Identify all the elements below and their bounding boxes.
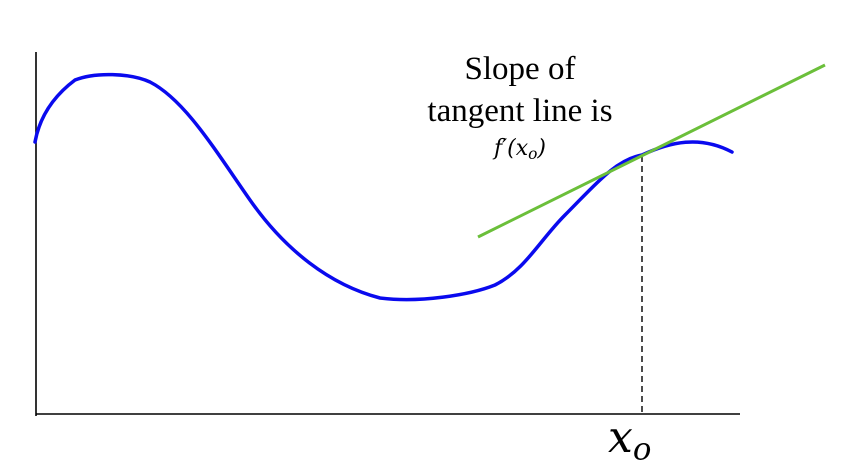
x-o-label: xo [608, 413, 651, 475]
tangent-line [477, 63, 826, 239]
x-o-subscript: o [632, 431, 652, 468]
derivative-formula: f′(xo) [395, 132, 645, 171]
slope-caption: Slope of tangent line is f′(xo) [395, 48, 645, 171]
x-o-base: x [608, 412, 633, 463]
formula-main: f′(x [493, 136, 529, 161]
formula-subscript: o [528, 144, 538, 163]
caption-line-1: Slope of [464, 51, 576, 87]
caption-line-2: tangent line is [427, 93, 613, 129]
formula-close: ) [537, 136, 546, 161]
